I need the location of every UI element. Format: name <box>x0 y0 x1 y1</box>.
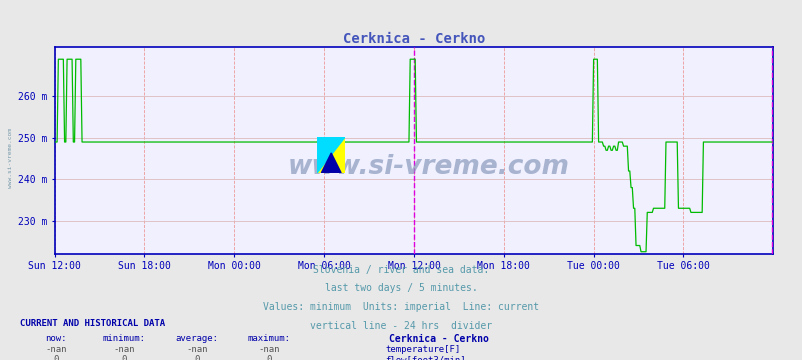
Text: 0: 0 <box>194 355 199 360</box>
Text: 0: 0 <box>266 355 271 360</box>
Text: vertical line - 24 hrs  divider: vertical line - 24 hrs divider <box>310 321 492 331</box>
Text: 0: 0 <box>54 355 59 360</box>
Text: Cerknica - Cerkno: Cerknica - Cerkno <box>389 334 488 344</box>
Text: minimum:: minimum: <box>103 334 146 343</box>
Text: flow[foot3/min]: flow[foot3/min] <box>385 355 465 360</box>
Title: Cerknica - Cerkno: Cerknica - Cerkno <box>342 32 484 46</box>
Polygon shape <box>317 137 345 173</box>
Text: -nan: -nan <box>114 345 135 354</box>
Text: temperature[F]: temperature[F] <box>385 345 460 354</box>
Text: 0: 0 <box>122 355 127 360</box>
Text: last two days / 5 minutes.: last two days / 5 minutes. <box>325 283 477 293</box>
Text: www.si-vreme.com: www.si-vreme.com <box>8 129 13 188</box>
Text: -nan: -nan <box>186 345 207 354</box>
Text: maximum:: maximum: <box>247 334 290 343</box>
Text: -nan: -nan <box>258 345 279 354</box>
Text: -nan: -nan <box>46 345 67 354</box>
Text: CURRENT AND HISTORICAL DATA: CURRENT AND HISTORICAL DATA <box>20 319 165 328</box>
Text: now:: now: <box>46 334 67 343</box>
Text: average:: average: <box>175 334 218 343</box>
Polygon shape <box>321 153 341 173</box>
Text: www.si-vreme.com: www.si-vreme.com <box>287 154 569 180</box>
Text: Slovenia / river and sea data.: Slovenia / river and sea data. <box>313 265 489 275</box>
Polygon shape <box>317 137 345 173</box>
Text: Values: minimum  Units: imperial  Line: current: Values: minimum Units: imperial Line: cu… <box>263 302 539 312</box>
